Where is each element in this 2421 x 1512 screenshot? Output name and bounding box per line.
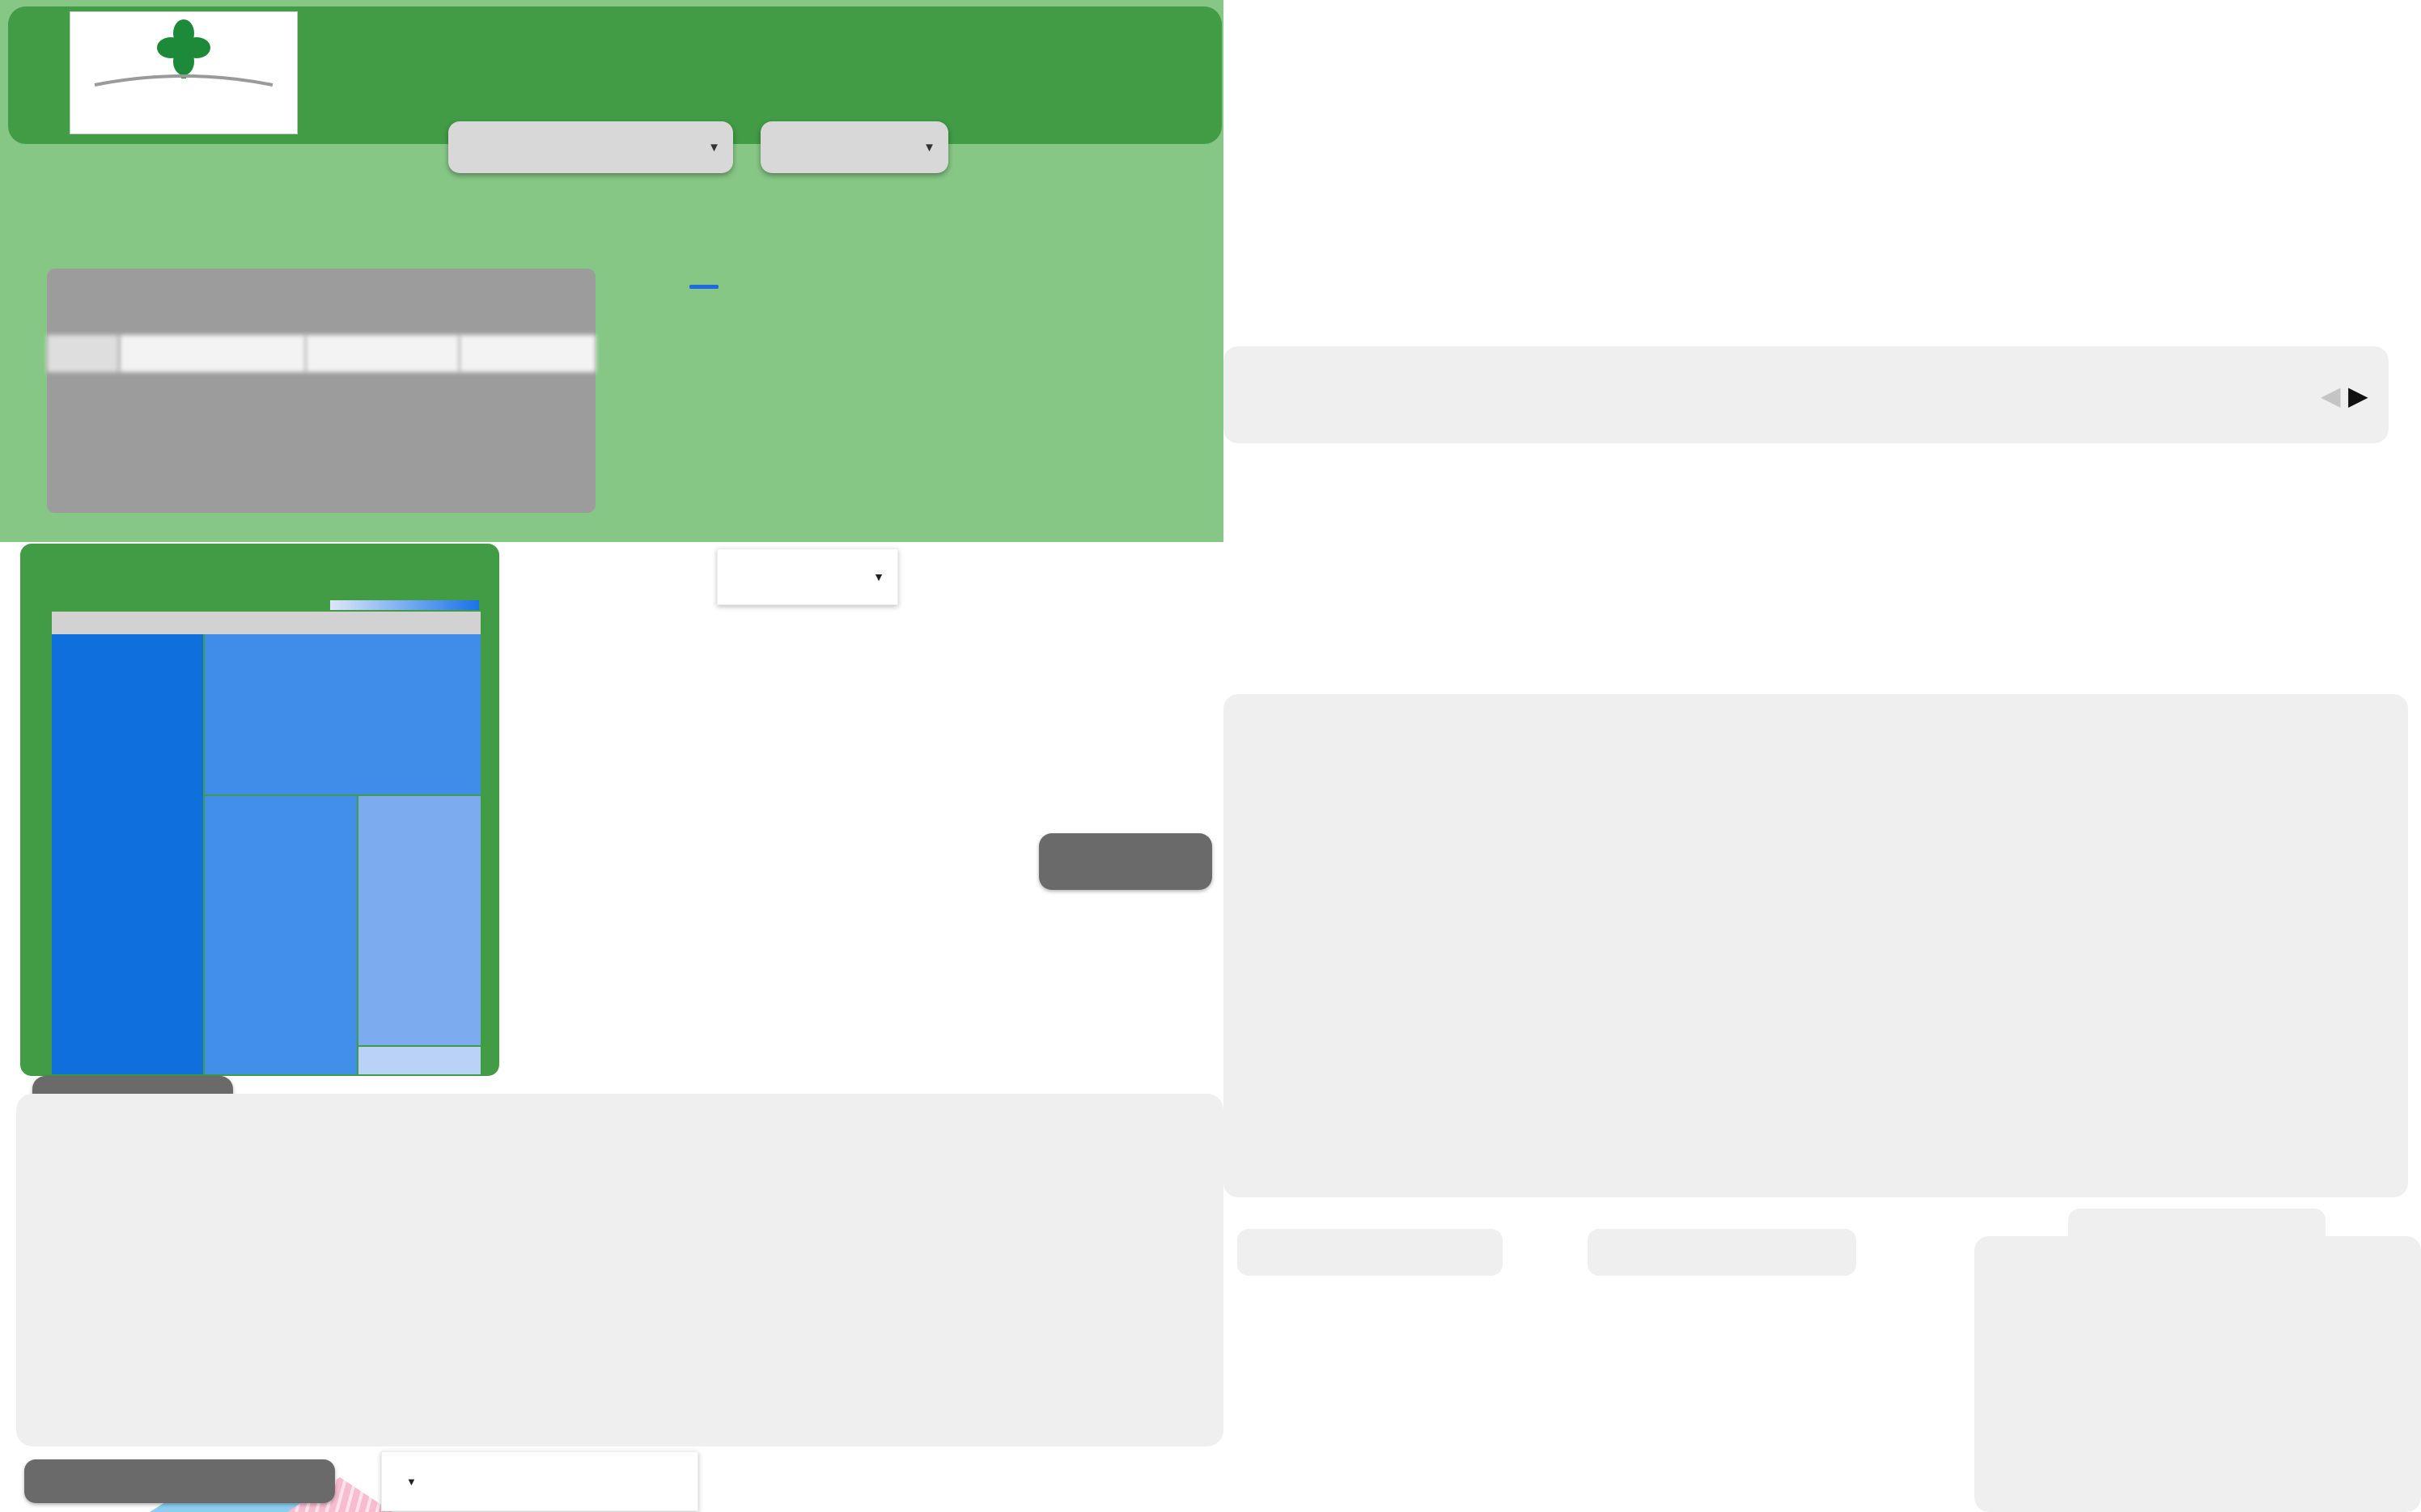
cell-ano: [47, 335, 120, 372]
treemap-root[interactable]: [52, 612, 481, 634]
timeline-legend-card: [1223, 346, 2389, 443]
treemap-node-francisco-carrera[interactable]: [205, 634, 481, 794]
facturacion-table-card: [47, 269, 596, 513]
cell-v2: [306, 335, 460, 372]
fact-chart-legend: [689, 285, 725, 289]
chevron-down-icon: ▼: [923, 140, 935, 155]
treemap-color-scale: [330, 600, 479, 610]
margen-periodo-label: [1039, 833, 1212, 890]
carousel-left-icon[interactable]: ◀: [2321, 381, 2341, 410]
analisis-card: [1223, 694, 2408, 1197]
margen-periodo-area-chart[interactable]: [566, 893, 1183, 1053]
cliente-dropdown[interactable]: ▼: [717, 548, 898, 605]
facturacion-table-row[interactable]: [47, 335, 596, 372]
mb-por-cliente-label: [1237, 1229, 1503, 1276]
ventas-por-cliente-sunburst[interactable]: [1582, 1353, 1865, 1512]
logo: [70, 11, 298, 134]
periodo-dropdown[interactable]: ▼: [448, 121, 733, 173]
cell-total: [460, 335, 596, 372]
treemap-node-luis-jimenez[interactable]: [205, 796, 357, 1074]
treemap-node-proagro-citricolas[interactable]: [52, 634, 203, 1074]
comercial-pie-chart[interactable]: [514, 582, 781, 849]
comercial-card: [20, 544, 499, 1076]
carousel-right-icon[interactable]: ▶: [2348, 381, 2368, 410]
rubro-bar-chart[interactable]: [566, 1144, 1181, 1411]
clover-icon: [94, 19, 273, 87]
venta-lab-producto-label: [24, 1459, 335, 1503]
chevron-down-icon: ▼: [708, 140, 720, 155]
donut-hole: [115, 1202, 235, 1322]
laboratorio-dropdown-bottom[interactable]: ▼: [381, 1451, 698, 1511]
ventas-por-rubro-sunburst[interactable]: [1979, 1262, 2416, 1512]
laboratorio-dropdown-top[interactable]: ▼: [761, 121, 948, 173]
treemap-node-tomas-paz[interactable]: [358, 796, 481, 1045]
treemap-node-proagro[interactable]: [358, 1047, 481, 1074]
cell-v1: [120, 335, 306, 372]
facturacion-line-chart[interactable]: [684, 301, 1210, 515]
mb-por-cliente-sunburst[interactable]: [1233, 1341, 1512, 1512]
ventas-por-cliente-label: [1588, 1229, 1856, 1276]
chevron-down-icon: ▼: [406, 1475, 417, 1488]
legend-swatch: [689, 285, 719, 289]
ventas-rubro-card: [1974, 1236, 2421, 1512]
timeline-chart[interactable]: [1293, 447, 2415, 665]
chevron-down-icon: ▼: [873, 570, 884, 583]
